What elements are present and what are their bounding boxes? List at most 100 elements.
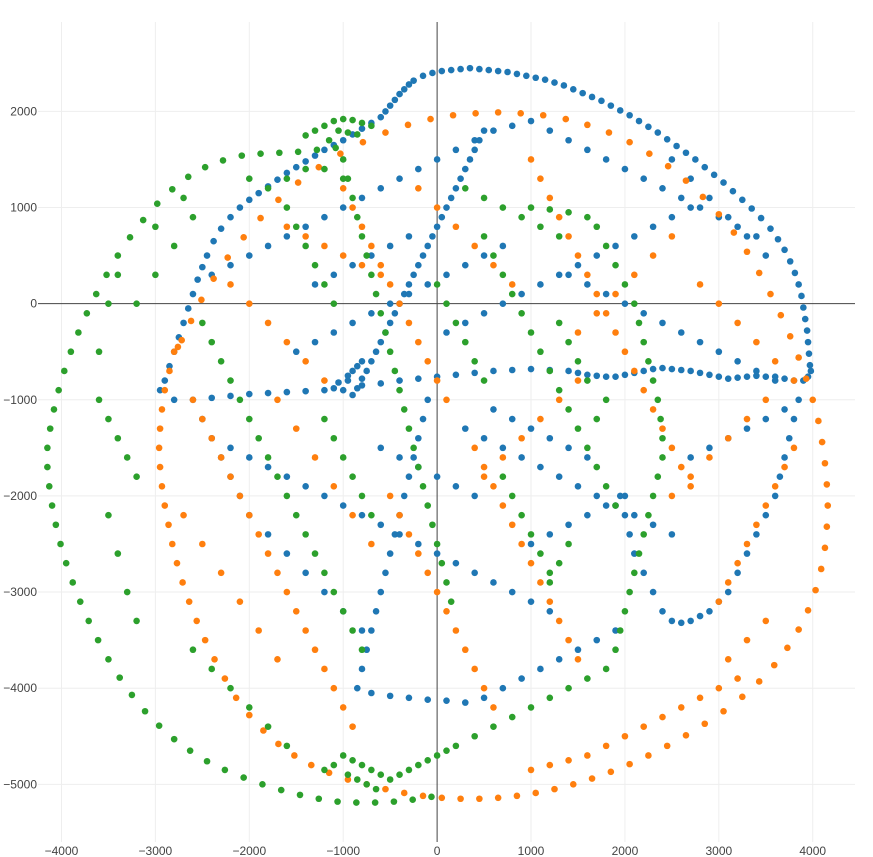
- data-point: [174, 343, 182, 351]
- data-point: [116, 674, 123, 681]
- data-point: [55, 386, 62, 394]
- data-point: [391, 96, 399, 104]
- data-point: [405, 425, 413, 432]
- data-point: [227, 684, 234, 692]
- data-point: [527, 425, 535, 432]
- data-point: [337, 150, 344, 157]
- data-point: [363, 367, 370, 375]
- x-tick-label: −4000: [45, 844, 79, 857]
- data-point: [152, 223, 159, 231]
- data-point: [784, 644, 791, 652]
- data-point: [776, 473, 784, 481]
- data-point: [358, 233, 366, 240]
- data-point: [471, 665, 478, 673]
- data-point: [574, 377, 582, 384]
- data-point: [518, 309, 525, 317]
- data-point: [232, 694, 240, 702]
- data-point: [790, 377, 798, 384]
- data-point: [798, 292, 805, 300]
- data-point: [405, 766, 413, 774]
- data-point: [307, 761, 315, 769]
- data-point: [170, 348, 178, 356]
- data-point: [626, 111, 633, 119]
- data-point: [762, 252, 770, 259]
- data-point: [377, 588, 385, 596]
- data-point: [161, 377, 169, 384]
- data-point: [706, 444, 713, 452]
- data-point: [105, 415, 112, 423]
- data-point: [405, 473, 413, 481]
- data-point: [221, 766, 229, 774]
- data-point: [715, 684, 723, 692]
- data-point: [283, 204, 291, 211]
- data-point: [208, 338, 216, 346]
- data-point: [419, 483, 427, 490]
- data-point: [508, 492, 516, 500]
- data-point: [659, 364, 666, 372]
- data-point: [189, 396, 197, 404]
- data-point: [574, 358, 582, 365]
- data-point: [371, 799, 379, 806]
- data-point: [555, 473, 563, 481]
- data-point: [344, 377, 352, 384]
- data-point: [335, 127, 342, 134]
- data-point: [584, 377, 591, 384]
- data-point: [823, 481, 831, 488]
- data-point: [584, 511, 591, 519]
- data-point: [527, 540, 535, 548]
- data-point: [419, 252, 427, 259]
- data-point: [372, 348, 380, 356]
- data-point: [227, 392, 234, 400]
- data-point: [734, 319, 741, 327]
- data-point: [238, 152, 246, 159]
- data-point: [640, 367, 648, 375]
- data-point: [767, 225, 774, 232]
- data-point: [283, 169, 291, 177]
- x-tick-label: 2000: [612, 844, 639, 857]
- data-point: [593, 415, 601, 423]
- data-point: [743, 415, 751, 423]
- data-point: [539, 111, 547, 119]
- data-point: [579, 89, 586, 97]
- y-tick-label: 2000: [10, 104, 37, 118]
- data-point: [438, 794, 446, 802]
- data-point: [767, 290, 774, 298]
- data-point: [179, 579, 186, 586]
- data-point: [155, 722, 163, 729]
- data-point: [785, 434, 793, 442]
- data-point: [166, 367, 173, 375]
- data-point: [433, 281, 441, 288]
- data-point: [645, 123, 652, 131]
- data-point: [802, 375, 810, 382]
- data-point: [532, 74, 540, 82]
- data-point: [405, 694, 413, 702]
- data-point: [518, 540, 525, 548]
- data-point: [344, 372, 352, 380]
- data-point: [593, 463, 601, 471]
- data-point: [574, 483, 582, 490]
- data-point: [311, 646, 319, 654]
- data-point: [415, 434, 422, 442]
- data-point: [168, 540, 176, 548]
- data-point: [405, 281, 413, 288]
- data-point: [560, 82, 568, 89]
- data-point: [386, 319, 394, 327]
- data-point: [368, 511, 375, 519]
- data-point: [818, 438, 826, 446]
- data-point: [339, 136, 347, 144]
- data-point: [227, 377, 234, 384]
- data-point: [264, 319, 272, 327]
- data-point: [283, 388, 291, 396]
- data-point: [715, 373, 723, 381]
- data-point: [330, 588, 338, 596]
- data-point: [640, 338, 648, 346]
- data-point: [452, 319, 460, 327]
- data-point: [790, 415, 798, 423]
- data-point: [546, 694, 554, 702]
- data-point: [158, 483, 166, 490]
- data-point: [739, 196, 746, 204]
- data-point: [227, 261, 234, 269]
- data-point: [724, 434, 732, 442]
- data-point: [438, 67, 446, 75]
- data-point: [264, 531, 272, 538]
